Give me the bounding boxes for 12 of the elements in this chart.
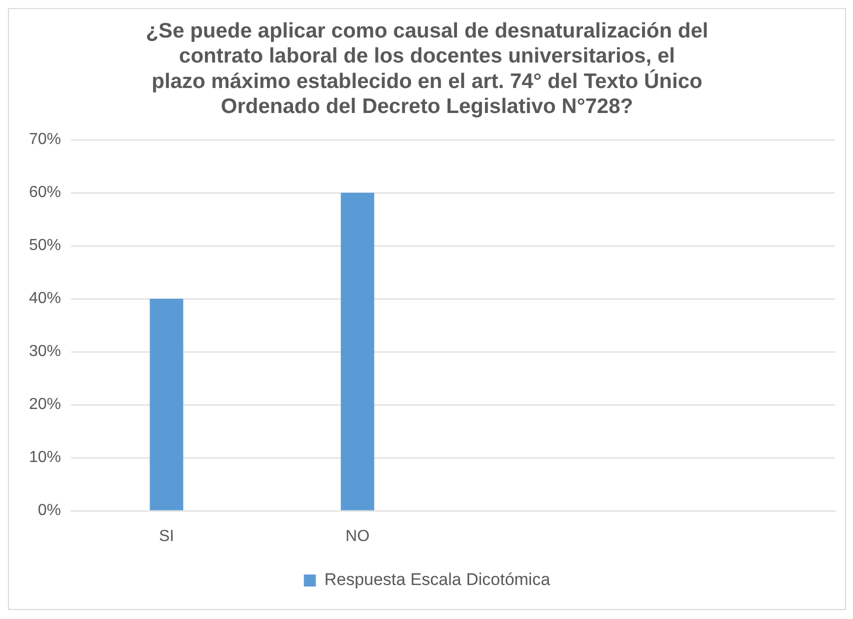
legend-label: Respuesta Escala Dicotómica — [324, 570, 551, 590]
x-tick-label: NO — [346, 528, 370, 545]
x-tick-label: SI — [158, 528, 174, 545]
y-tick-label: 30% — [28, 343, 62, 360]
y-tick-label: 70% — [28, 131, 62, 148]
y-tick-label: 60% — [28, 184, 62, 202]
chart-title: ¿Se puede aplicar como causal de desnaturalización del contrato laboral de los docentes universitarios, el plazo máximo establecido en el art. 74° del Texto Único Ordenado del Decreto Legislativo N°728? — [146, 19, 708, 118]
y-tick-label: 50% — [28, 237, 62, 254]
y-tick-label: 40% — [28, 290, 62, 308]
y-tick-label: 0% — [38, 502, 62, 520]
y-tick-label: 10% — [28, 449, 62, 466]
y-tick-label: 20% — [28, 396, 62, 414]
